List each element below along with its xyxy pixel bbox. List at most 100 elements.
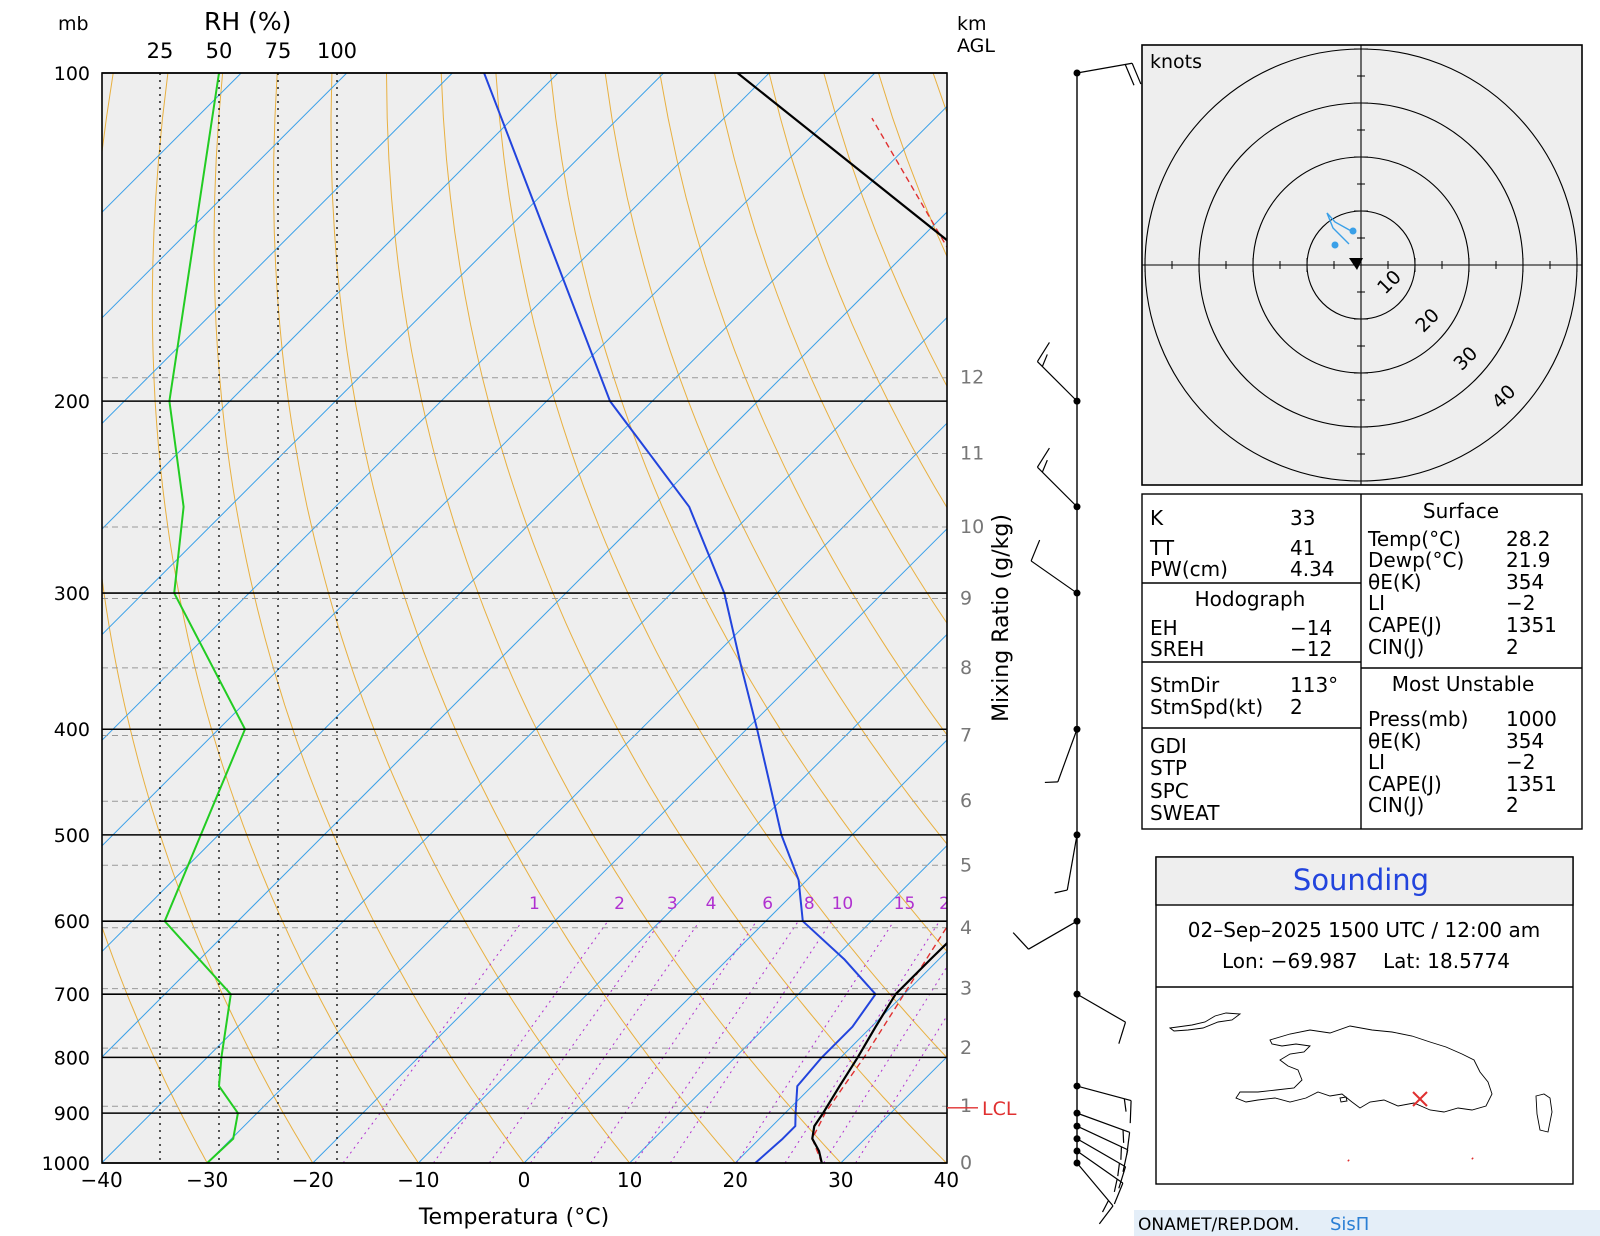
x-axis-title: Temperatura (°C) bbox=[418, 1205, 609, 1230]
temperature-tick-label: −10 bbox=[397, 1168, 439, 1192]
isotherm-line bbox=[312, 528, 947, 1163]
wind-barb bbox=[1073, 1082, 1132, 1124]
mixing-ratio-label: 2 bbox=[614, 894, 625, 914]
index-sreh-label: SREH bbox=[1150, 637, 1204, 661]
index-eh-label: EH bbox=[1150, 616, 1178, 640]
dry-adiabat-line bbox=[440, 73, 947, 1163]
footer-bar bbox=[1134, 1210, 1600, 1236]
isotherm-line bbox=[102, 73, 770, 741]
pressure-tick-label: 400 bbox=[54, 719, 90, 741]
mixing-ratio-line bbox=[590, 920, 757, 1163]
footer-org: ONAMET/REP.DOM. bbox=[1138, 1215, 1299, 1235]
height-unit-km: km bbox=[957, 13, 987, 35]
temperature-tick-label: 30 bbox=[828, 1168, 853, 1192]
mu-cin-value: 2 bbox=[1506, 793, 1519, 817]
isotherm-line bbox=[734, 950, 947, 1163]
wind-barb bbox=[1030, 539, 1081, 597]
dry-adiabat-line bbox=[1589, 73, 1600, 1163]
map-hispaniola bbox=[1235, 1025, 1493, 1113]
height-tick-label: 6 bbox=[960, 790, 972, 812]
mixing-ratio-label: 30 bbox=[1005, 894, 1027, 914]
height-tick-label: 10 bbox=[960, 516, 984, 538]
mixing-ratio-line bbox=[736, 920, 895, 1163]
surface-li-label: LI bbox=[1368, 591, 1385, 615]
index-tt-label: TT bbox=[1149, 536, 1175, 560]
mixing-ratio-line bbox=[342, 920, 523, 1163]
height-tick-label: 4 bbox=[960, 917, 972, 939]
index-sweat-label: SWEAT bbox=[1150, 801, 1220, 825]
height-tick-label: 0 bbox=[960, 1152, 972, 1174]
map-small-island bbox=[1339, 1096, 1348, 1103]
surface-cin-value: 2 bbox=[1506, 635, 1519, 659]
pressure-tick-label: 1000 bbox=[42, 1153, 90, 1175]
isotherm-line bbox=[102, 73, 348, 319]
height-tick-label: 2 bbox=[960, 1037, 972, 1059]
surface-dewp-label: Dewp(°C) bbox=[1368, 548, 1464, 572]
wind-barb bbox=[1073, 1122, 1129, 1172]
parcel-path-line bbox=[811, 117, 947, 1163]
mixing-ratio-label: 6 bbox=[762, 894, 773, 914]
index-tt-value: 41 bbox=[1290, 536, 1315, 560]
surface-section-title: Surface bbox=[1423, 499, 1499, 523]
sounding-title-bar bbox=[1155, 856, 1574, 906]
mu-cape-value: 1351 bbox=[1506, 772, 1557, 796]
location-map bbox=[1168, 1012, 1553, 1133]
dry-adiabat-line bbox=[273, 73, 630, 1163]
mixing-ratio-line bbox=[530, 920, 701, 1163]
most-unstable-section-title: Most Unstable bbox=[1392, 672, 1535, 696]
wind-barbs bbox=[1012, 62, 1142, 1225]
height-tick-label: 8 bbox=[960, 657, 972, 679]
rh-tick-label: 100 bbox=[317, 39, 357, 63]
index-stmdir-label: StmDir bbox=[1150, 673, 1220, 697]
isotherm-line bbox=[102, 73, 453, 425]
index-stp-label: STP bbox=[1150, 756, 1187, 780]
lcl-label: LCL bbox=[982, 1098, 1017, 1120]
mu-press-label: Press(mb) bbox=[1368, 707, 1468, 731]
wind-barb bbox=[1073, 1159, 1114, 1225]
mixing-ratio-line bbox=[669, 920, 832, 1163]
surface-temp-label: Temp(°C) bbox=[1367, 527, 1461, 551]
location-marker-icon bbox=[1412, 1091, 1428, 1107]
isotherm-line bbox=[102, 73, 559, 530]
footer: ONAMET/REP.DOM. SisΠ bbox=[1134, 1210, 1600, 1236]
surface-thetae-value: 354 bbox=[1506, 570, 1544, 594]
temperature-tick-label: 0 bbox=[518, 1168, 531, 1192]
mu-press-value: 1000 bbox=[1506, 707, 1557, 731]
footer-brand: SisΠ bbox=[1330, 1214, 1369, 1235]
mixing-ratio-label: 3 bbox=[667, 894, 678, 914]
dry-adiabat-line bbox=[102, 925, 208, 1163]
temperature-tick-label: −20 bbox=[292, 1168, 334, 1192]
dry-adiabat-line bbox=[330, 73, 736, 1163]
wind-barb bbox=[1054, 831, 1081, 894]
isotherm-line bbox=[102, 73, 664, 636]
sounding-info-panel: Sounding 02–Sep–2025 1500 UTC / 12:00 am… bbox=[1155, 856, 1574, 1185]
mixing-ratio-line bbox=[634, 920, 799, 1163]
wind-barb bbox=[1073, 1135, 1127, 1189]
temperature-tick-label: 40 bbox=[934, 1168, 959, 1192]
pressure-tick-label: 800 bbox=[54, 1047, 90, 1069]
height-tick-label: 12 bbox=[960, 367, 984, 389]
surface-temp-value: 28.2 bbox=[1506, 527, 1551, 551]
surface-dewp-value: 21.9 bbox=[1506, 548, 1551, 572]
map-dot-2 bbox=[1471, 1157, 1474, 1160]
dry-adiabat-line bbox=[151, 73, 419, 1163]
mixing-ratio-label: 15 bbox=[894, 894, 916, 914]
index-pw-value: 4.34 bbox=[1290, 557, 1335, 581]
temperature-tick-label: −30 bbox=[186, 1168, 228, 1192]
storm-motion-icon bbox=[1349, 258, 1363, 270]
wind-barb-column bbox=[1012, 62, 1142, 1225]
map-coast-north bbox=[1168, 1012, 1242, 1032]
index-pw-label: PW(cm) bbox=[1150, 557, 1228, 581]
isotherm-line bbox=[102, 105, 947, 953]
index-stmdir-value: 113° bbox=[1290, 673, 1338, 697]
height-tick-label: 11 bbox=[960, 443, 984, 465]
mu-li-label: LI bbox=[1368, 750, 1385, 774]
wind-barb bbox=[1036, 447, 1081, 511]
wind-barb bbox=[1012, 917, 1081, 950]
height-tick-label: 5 bbox=[960, 854, 972, 876]
dry-adiabat-line bbox=[213, 73, 525, 1163]
isotherm-line bbox=[523, 739, 947, 1163]
mixing-ratio-label: 25 bbox=[975, 894, 997, 914]
isotherm-line bbox=[102, 316, 947, 1163]
